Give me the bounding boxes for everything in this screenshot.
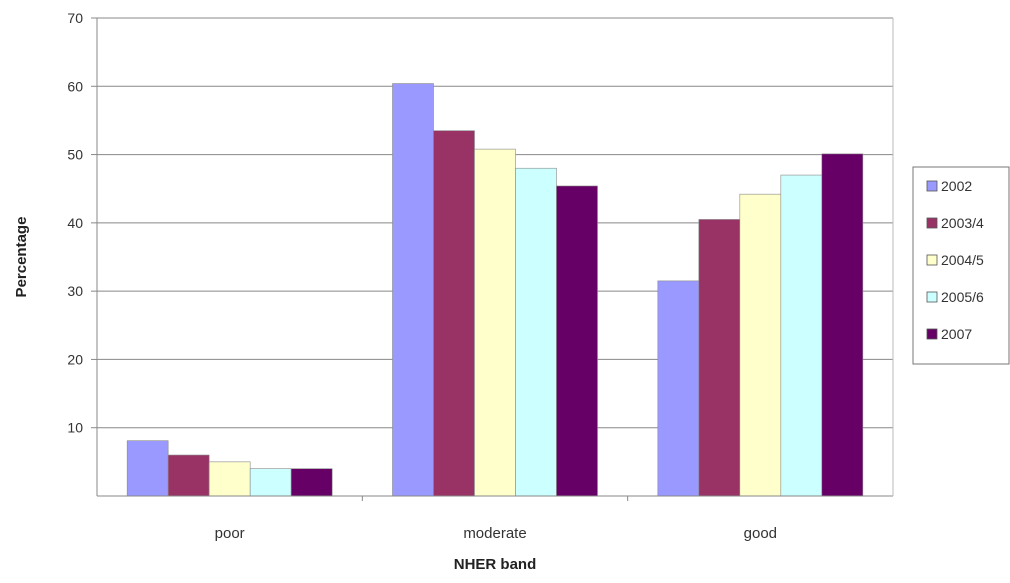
- x-tick-label: moderate: [463, 525, 526, 542]
- y-tick-label: 30: [67, 283, 83, 299]
- axes: [91, 17, 894, 501]
- bar: [392, 83, 434, 497]
- legend-swatch: [926, 291, 938, 303]
- labels: 10 20 30 40 50 60 70 poor moderate good NHER band P…: [13, 10, 777, 573]
- bar: [126, 440, 169, 497]
- x-tick-label: poor: [215, 525, 245, 542]
- legend-swatch: [926, 180, 938, 192]
- bars: [126, 83, 864, 497]
- bar: [290, 468, 333, 497]
- bar: [698, 219, 741, 497]
- y-tick-label: 50: [67, 147, 83, 163]
- y-tick-label: 70: [67, 10, 83, 26]
- legend-label: 2007: [941, 326, 972, 342]
- bar: [739, 193, 782, 497]
- bar: [249, 468, 292, 497]
- bar: [657, 280, 700, 497]
- bar: [556, 185, 598, 497]
- bar: [433, 130, 475, 497]
- bar: [780, 174, 823, 497]
- y-tick-label: 60: [67, 78, 83, 94]
- bar: [515, 167, 557, 497]
- y-tick-label: 10: [67, 420, 83, 436]
- bar: [208, 461, 251, 497]
- legend-label: 2004/5: [941, 252, 984, 268]
- x-tick-label: good: [744, 525, 777, 542]
- y-axis-title: Percentage: [13, 217, 30, 298]
- legend-label: 2003/4: [941, 215, 984, 231]
- legend-swatch: [926, 328, 938, 340]
- legend-swatch: [926, 217, 938, 229]
- legend-swatch: [926, 254, 938, 266]
- legend: 2002 2003/4 2004/5 2005/6 2007: [912, 166, 1010, 365]
- bar: [474, 148, 516, 497]
- y-tick-label: 40: [67, 215, 83, 231]
- y-tick-label: 20: [67, 351, 83, 367]
- bar: [167, 454, 210, 497]
- legend-label: 2005/6: [941, 289, 984, 305]
- x-axis-title: NHER band: [454, 556, 537, 573]
- bar: [821, 153, 864, 497]
- legend-label: 2002: [941, 178, 972, 194]
